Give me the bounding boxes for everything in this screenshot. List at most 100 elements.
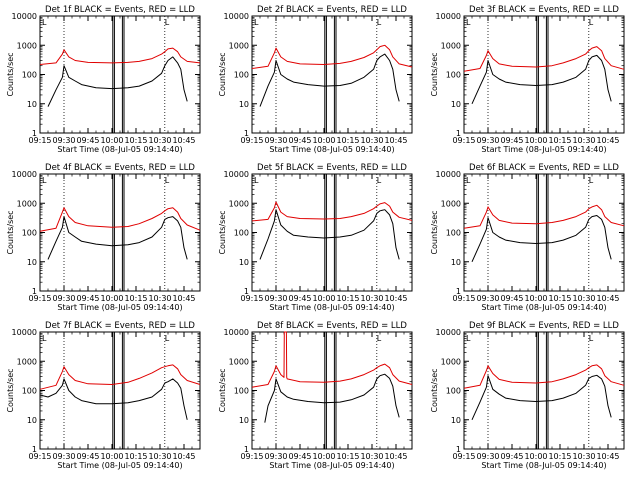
x-tick-label: 10:15 — [548, 452, 571, 461]
y-tick-label: 10000 — [12, 12, 37, 21]
x-tick-label: 09:30 — [264, 294, 287, 303]
x-tick-label: 09:15 — [28, 452, 51, 461]
corner-mark: L — [254, 18, 259, 27]
y-tick-label: 10000 — [224, 12, 249, 21]
y-tick-label: 100 — [234, 229, 249, 238]
y-tick-label: 1 — [244, 287, 249, 296]
x-tick-label: 10:45 — [596, 294, 619, 303]
events-series-line — [259, 53, 400, 107]
y-tick-label: 1000 — [17, 357, 37, 366]
x-tick-label: 10:30 — [360, 452, 383, 461]
y-tick-label: 1 — [32, 287, 37, 296]
y-tick-label: 100 — [446, 229, 461, 238]
y-tick-label: 10 — [27, 416, 37, 425]
x-tick-label: 09:15 — [28, 136, 51, 145]
x-tick-label: 09:45 — [76, 136, 99, 145]
x-tick-label: 10:30 — [572, 452, 595, 461]
y-tick-label: 100 — [234, 387, 249, 396]
y-tick-label: 10000 — [224, 170, 249, 179]
panel-title: Det 3f BLACK = Events, RED = LLD — [469, 5, 619, 15]
corner-mark: L — [165, 176, 170, 185]
x-tick-label: 09:30 — [52, 136, 75, 145]
detector-panel-4: Det 4f BLACK = Events, RED = LLD 1 10 100 10… — [6, 163, 201, 312]
y-tick-label: 10 — [239, 258, 249, 267]
panel-title: Det 5f BLACK = Events, RED = LLD — [257, 163, 407, 173]
x-tick-label: 10:45 — [384, 136, 407, 145]
x-tick-label: 10:00 — [524, 452, 547, 461]
x-tick-label: 10:45 — [172, 294, 195, 303]
y-axis-label: Counts/sec — [218, 52, 227, 96]
y-tick-label: 100 — [234, 71, 249, 80]
x-tick-label: 09:15 — [240, 136, 263, 145]
x-tick-label: 10:45 — [172, 136, 195, 145]
corner-mark: L — [42, 18, 47, 27]
y-tick-label: 10000 — [436, 170, 461, 179]
x-tick-label: 09:30 — [476, 294, 499, 303]
x-tick-label: 09:45 — [288, 452, 311, 461]
x-tick-label: 09:30 — [52, 452, 75, 461]
panel-title: Det 7f BLACK = Events, RED = LLD — [45, 321, 195, 331]
detector-panel-7: Det 7f BLACK = Events, RED = LLD 1 10 100 10… — [6, 321, 201, 470]
x-tick-label: 10:30 — [572, 294, 595, 303]
lld-series-line — [39, 207, 201, 232]
x-tick-label: 09:15 — [452, 452, 475, 461]
y-tick-label: 100 — [446, 71, 461, 80]
y-axis-label: Counts/sec — [6, 52, 15, 96]
x-axis-label: Start Time (08-Jul-05 09:14:40) — [57, 145, 182, 154]
y-tick-label: 10000 — [436, 328, 461, 337]
corner-mark: L — [377, 334, 382, 343]
x-tick-label: 09:15 — [28, 294, 51, 303]
x-tick-label: 10:30 — [360, 136, 383, 145]
x-tick-label: 10:15 — [124, 452, 147, 461]
x-tick-label: 10:00 — [312, 294, 335, 303]
detector-panel-2: Det 2f BLACK = Events, RED = LLD 1 10 100 10… — [218, 5, 413, 154]
y-tick-label: 1 — [32, 445, 37, 454]
events-series-line — [39, 378, 188, 420]
lld-series-line — [251, 331, 413, 388]
y-tick-label: 10000 — [224, 328, 249, 337]
x-tick-label: 10:15 — [124, 136, 147, 145]
y-tick-label: 1000 — [17, 41, 37, 50]
events-series-line — [259, 209, 400, 260]
corner-mark: L — [42, 176, 47, 185]
x-tick-label: 10:15 — [336, 294, 359, 303]
x-tick-label: 10:45 — [596, 452, 619, 461]
x-tick-label: 10:30 — [148, 136, 171, 145]
x-tick-label: 09:45 — [500, 136, 523, 145]
panel-title: Det 9f BLACK = Events, RED = LLD — [469, 321, 619, 331]
y-tick-label: 10000 — [12, 170, 37, 179]
x-axis-label: Start Time (08-Jul-05 09:14:40) — [481, 145, 606, 154]
events-series-line — [47, 56, 188, 107]
y-tick-label: 1000 — [229, 199, 249, 208]
x-tick-label: 10:30 — [148, 452, 171, 461]
y-tick-label: 100 — [22, 387, 37, 396]
panel-title: Det 6f BLACK = Events, RED = LLD — [469, 163, 619, 173]
y-axis-label: Counts/sec — [430, 52, 439, 96]
x-tick-label: 09:45 — [76, 294, 99, 303]
x-tick-label: 10:15 — [336, 136, 359, 145]
x-tick-label: 09:45 — [76, 452, 99, 461]
events-series-line — [471, 215, 612, 263]
corner-mark: L — [254, 176, 259, 185]
x-tick-label: 10:30 — [572, 136, 595, 145]
x-tick-label: 10:00 — [100, 294, 123, 303]
y-tick-label: 1 — [456, 445, 461, 454]
detector-panel-1: Det 1f BLACK = Events, RED = LLD 1 10 100 10… — [6, 5, 201, 154]
y-tick-label: 1000 — [441, 357, 461, 366]
lld-series-line — [251, 201, 413, 222]
x-tick-label: 09:45 — [500, 452, 523, 461]
y-tick-label: 1000 — [441, 199, 461, 208]
y-tick-label: 1 — [32, 129, 37, 138]
y-tick-label: 1000 — [441, 41, 461, 50]
y-tick-label: 1000 — [229, 357, 249, 366]
y-tick-label: 1 — [456, 129, 461, 138]
y-tick-label: 10000 — [12, 328, 37, 337]
corner-mark: L — [466, 176, 471, 185]
x-tick-label: 09:15 — [452, 294, 475, 303]
corner-mark: L — [377, 18, 382, 27]
x-tick-label: 10:00 — [524, 294, 547, 303]
y-axis-label: Counts/sec — [218, 368, 227, 412]
panel-title: Det 8f BLACK = Events, RED = LLD — [257, 321, 407, 331]
x-tick-label: 09:45 — [288, 294, 311, 303]
